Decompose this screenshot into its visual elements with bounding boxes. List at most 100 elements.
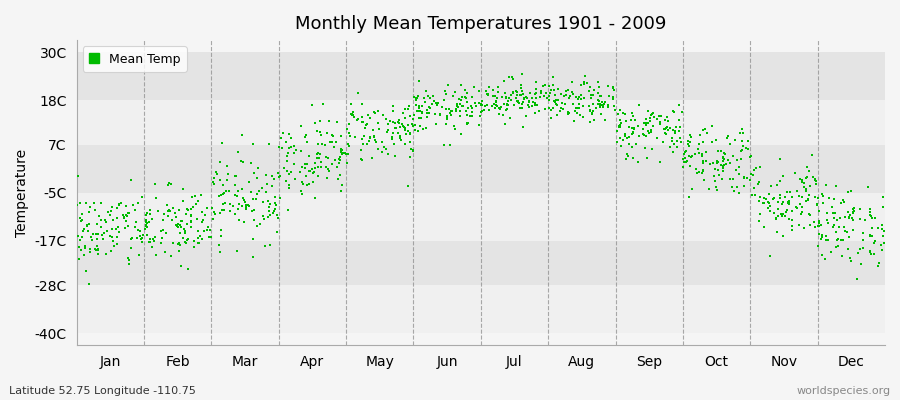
Bar xyxy=(76,241,885,285)
Point xyxy=(537,106,552,112)
Point xyxy=(176,218,190,224)
Point xyxy=(403,130,418,136)
Point xyxy=(410,108,425,114)
Point xyxy=(485,103,500,110)
Point xyxy=(402,103,417,110)
Point xyxy=(191,240,205,247)
Point xyxy=(607,93,621,100)
Point xyxy=(316,100,330,107)
Point xyxy=(336,182,350,188)
Point xyxy=(276,130,291,137)
Point xyxy=(321,166,336,172)
Point xyxy=(639,120,653,126)
Point xyxy=(871,263,886,270)
Point xyxy=(74,247,88,253)
Point xyxy=(248,216,262,223)
Point xyxy=(865,225,879,231)
Point xyxy=(171,240,185,247)
Point xyxy=(115,212,130,219)
Point xyxy=(381,121,395,127)
Point xyxy=(554,91,569,97)
Point xyxy=(720,135,734,142)
Point xyxy=(847,208,861,214)
Point xyxy=(842,234,857,240)
Point xyxy=(517,96,531,102)
Point xyxy=(535,90,549,96)
Point xyxy=(450,101,464,108)
Point xyxy=(843,187,858,194)
Point xyxy=(153,240,167,247)
Point xyxy=(84,234,98,240)
Point xyxy=(234,203,248,210)
Point xyxy=(515,88,529,94)
Point xyxy=(674,109,688,115)
Point xyxy=(843,212,858,218)
Point xyxy=(441,82,455,88)
Point xyxy=(865,233,879,239)
Point xyxy=(325,132,339,138)
Point xyxy=(582,108,597,114)
Point xyxy=(500,106,515,112)
Point xyxy=(411,78,426,85)
Point xyxy=(744,153,759,160)
Point xyxy=(836,237,850,243)
Point xyxy=(239,202,254,208)
Point xyxy=(308,160,322,166)
Point xyxy=(822,195,836,202)
Point xyxy=(814,222,828,228)
Point xyxy=(749,164,763,171)
Point xyxy=(829,183,843,189)
Point xyxy=(148,238,162,244)
Point xyxy=(88,207,103,213)
Point xyxy=(238,206,253,212)
Point xyxy=(626,130,640,136)
Point xyxy=(841,246,855,252)
Point xyxy=(73,200,87,206)
Point xyxy=(205,205,220,212)
Point xyxy=(110,204,124,211)
Point xyxy=(418,125,433,131)
Point xyxy=(533,94,547,100)
Point xyxy=(256,199,271,205)
Point xyxy=(362,138,376,144)
Point xyxy=(795,179,809,186)
Point xyxy=(409,122,423,128)
Point xyxy=(212,242,227,249)
Point xyxy=(517,99,531,105)
Point xyxy=(436,97,451,103)
Point xyxy=(104,208,118,214)
Point xyxy=(333,172,347,178)
Point xyxy=(689,170,704,176)
Point xyxy=(612,124,626,130)
Point xyxy=(71,233,86,239)
Point xyxy=(194,192,209,198)
Point xyxy=(796,180,811,186)
Point xyxy=(235,186,249,192)
Point xyxy=(573,92,588,98)
Point xyxy=(123,177,138,183)
Point xyxy=(833,200,848,206)
Point xyxy=(275,145,290,152)
Point xyxy=(878,228,892,234)
Point xyxy=(796,184,811,191)
Point xyxy=(433,112,447,118)
Point xyxy=(710,159,724,166)
Point xyxy=(863,248,878,254)
Point xyxy=(119,218,133,224)
Point xyxy=(650,116,664,122)
Point xyxy=(710,148,724,154)
Point xyxy=(626,113,640,119)
Point xyxy=(475,102,490,108)
Point xyxy=(824,204,839,210)
Point xyxy=(325,139,339,146)
Point xyxy=(639,116,653,122)
Point xyxy=(572,105,586,111)
Point xyxy=(490,103,504,109)
Bar xyxy=(76,100,885,144)
Point xyxy=(469,103,483,110)
Point xyxy=(507,102,521,108)
Point xyxy=(480,91,494,97)
Point xyxy=(270,229,284,236)
Point xyxy=(815,193,830,200)
Point xyxy=(460,89,474,96)
